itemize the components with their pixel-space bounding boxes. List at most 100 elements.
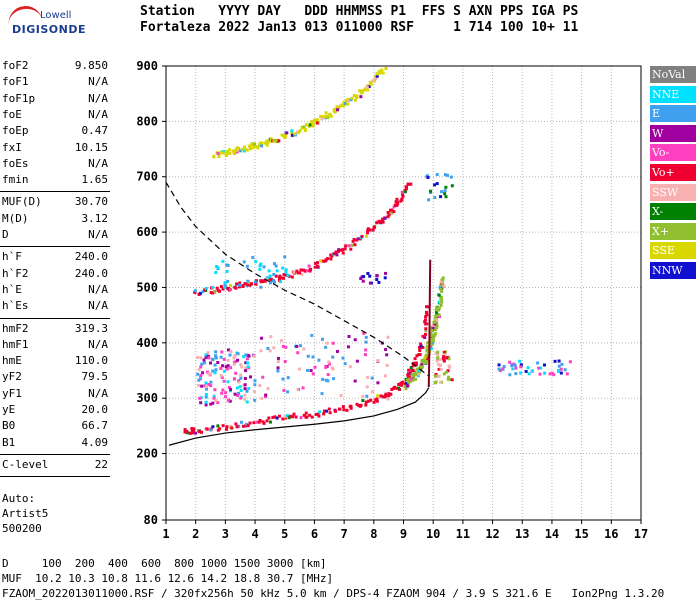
- echo-point: [306, 368, 310, 372]
- legend-item: E: [650, 105, 696, 123]
- echo-point: [557, 364, 561, 368]
- echo-point: [324, 259, 328, 263]
- echo-point: [530, 369, 534, 373]
- echo-point: [194, 431, 198, 435]
- echo-point: [245, 389, 249, 393]
- echo-point: [326, 379, 330, 383]
- echo-point: [271, 415, 275, 419]
- echo-point: [401, 193, 405, 197]
- echo-point: [322, 409, 326, 413]
- echo-point: [429, 337, 433, 341]
- echo-point: [325, 341, 329, 345]
- echo-point: [304, 411, 308, 415]
- echo-point: [448, 378, 452, 382]
- echo-point: [415, 354, 419, 358]
- echo-point: [257, 420, 261, 424]
- echo-point: [267, 269, 271, 273]
- echo-point: [211, 285, 215, 289]
- echo-point: [349, 247, 353, 251]
- echo-point: [282, 344, 286, 348]
- echo-point: [550, 371, 554, 375]
- echo-point: [438, 357, 442, 361]
- echo-point: [336, 249, 340, 253]
- echo-point: [337, 407, 341, 411]
- param-row: h`F 240.0: [2, 249, 108, 265]
- echo-point: [433, 183, 437, 187]
- echo-point: [436, 350, 440, 354]
- echo-point: [199, 291, 203, 295]
- echo-point: [275, 416, 279, 420]
- echo-point: [497, 367, 501, 371]
- echo-point: [424, 329, 428, 333]
- echo-point: [366, 229, 370, 233]
- echo-point: [327, 407, 331, 411]
- echo-point: [316, 412, 320, 416]
- echo-point: [213, 371, 217, 375]
- echo-point: [434, 308, 438, 312]
- echo-point: [433, 332, 437, 336]
- echo-point: [276, 360, 280, 364]
- echo-point: [209, 372, 213, 376]
- echo-point: [384, 347, 388, 351]
- echo-point: [559, 367, 563, 371]
- x-tick-label: 15: [574, 527, 588, 541]
- echo-point: [414, 373, 418, 377]
- echo-point: [383, 394, 387, 398]
- echo-point: [326, 373, 330, 377]
- echo-point: [316, 261, 320, 265]
- echo-point: [343, 362, 347, 366]
- echo-point: [284, 268, 288, 272]
- echo-point: [364, 348, 368, 352]
- echo-point: [440, 289, 444, 293]
- echo-point: [390, 387, 394, 391]
- echo-point: [387, 213, 391, 217]
- echo-point: [254, 282, 258, 286]
- echo-point: [250, 282, 254, 286]
- echo-point: [560, 362, 564, 366]
- echo-point: [264, 395, 268, 399]
- echo-point: [220, 376, 224, 380]
- echo-point: [226, 279, 230, 283]
- echo-point: [343, 102, 347, 106]
- echo-point: [203, 384, 207, 388]
- echo-point: [216, 400, 220, 404]
- echo-point: [384, 392, 388, 396]
- echo-point: [430, 339, 434, 343]
- echo-point: [243, 383, 247, 387]
- echo-point: [447, 375, 451, 379]
- echo-point: [422, 358, 426, 362]
- echo-point: [406, 372, 410, 376]
- echo-point: [343, 247, 347, 251]
- echo-point: [237, 146, 241, 150]
- echo-point: [354, 95, 358, 99]
- echo-point: [251, 146, 255, 150]
- echo-point: [294, 415, 298, 419]
- echo-point: [424, 315, 428, 319]
- echo-point: [253, 142, 257, 146]
- logo-line2: DIGISONDE: [12, 23, 86, 36]
- autoscaling-info: 500200: [2, 522, 42, 536]
- echo-point: [376, 381, 380, 385]
- echo-point: [446, 369, 450, 373]
- echo-point: [272, 346, 276, 350]
- echo-point: [371, 79, 375, 83]
- param-row: MUF(D) 30.70: [2, 194, 108, 210]
- param-key: foEs: [2, 156, 29, 170]
- echo-point: [434, 372, 438, 376]
- echo-point: [364, 87, 368, 91]
- echo-point: [268, 349, 272, 353]
- echo-point: [376, 220, 380, 224]
- echo-point: [421, 334, 425, 338]
- param-row: hmE 110.0: [2, 353, 108, 369]
- echo-point: [228, 287, 232, 291]
- echo-point: [221, 151, 225, 155]
- echo-point: [225, 425, 229, 429]
- echo-point: [319, 114, 323, 118]
- echo-point: [248, 144, 252, 148]
- echo-point: [435, 318, 439, 322]
- param-key: hmF1: [2, 337, 29, 351]
- echo-point: [251, 256, 255, 260]
- echo-point: [347, 244, 351, 248]
- param-key: D: [2, 228, 9, 241]
